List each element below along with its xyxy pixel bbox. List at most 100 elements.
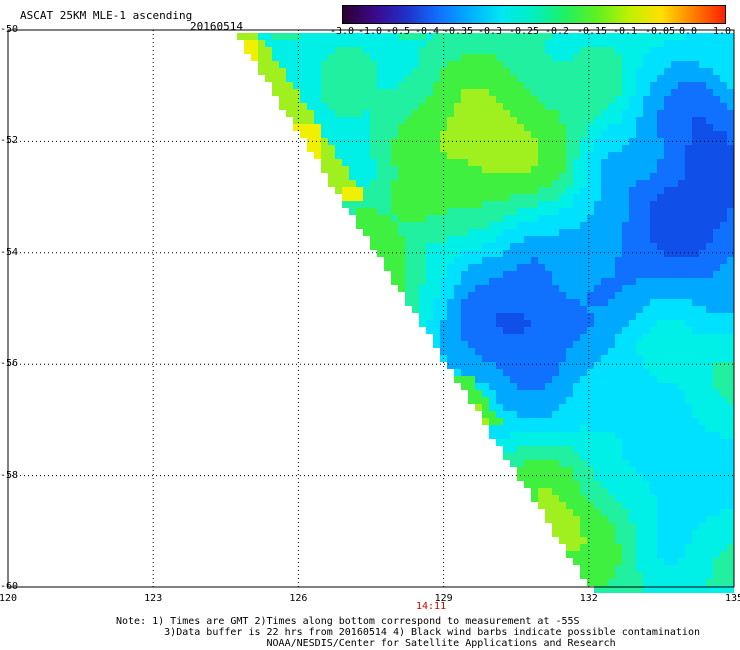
swath-cell xyxy=(615,537,622,544)
latitude-label: -52 xyxy=(0,135,19,147)
swath-cell xyxy=(706,124,713,131)
swath-cell xyxy=(503,264,510,271)
swath-cell xyxy=(636,75,643,82)
swath-cell xyxy=(615,68,622,75)
swath-cell xyxy=(692,271,699,278)
swath-cell xyxy=(475,68,482,75)
swath-cell xyxy=(377,89,384,96)
swath-cell xyxy=(349,208,356,215)
swath-cell xyxy=(713,432,720,439)
swath-cell xyxy=(545,166,552,173)
swath-cell xyxy=(531,397,538,404)
swath-cell xyxy=(517,96,524,103)
swath-cell xyxy=(342,33,349,40)
swath-cell xyxy=(454,124,461,131)
swath-cell xyxy=(713,383,720,390)
swath-cell xyxy=(643,194,650,201)
swath-cell xyxy=(545,299,552,306)
swath-cell xyxy=(496,292,503,299)
swath-cell xyxy=(615,565,622,572)
swath-cell xyxy=(356,131,363,138)
swath-cell xyxy=(496,264,503,271)
swath-cell xyxy=(545,432,552,439)
swath-cell xyxy=(608,579,615,586)
swath-cell xyxy=(580,61,587,68)
swath-cell xyxy=(468,306,475,313)
swath-cell xyxy=(643,40,650,47)
swath-cell xyxy=(720,572,727,579)
swath-cell xyxy=(468,341,475,348)
swath-cell xyxy=(559,383,566,390)
swath-cell xyxy=(552,523,559,530)
swath-cell xyxy=(615,432,622,439)
swath-cell xyxy=(580,432,587,439)
swath-cell xyxy=(601,33,608,40)
swath-cell xyxy=(370,187,377,194)
swath-cell xyxy=(573,54,580,61)
swath-cell xyxy=(678,383,685,390)
swath-cell xyxy=(713,271,720,278)
swath-cell xyxy=(622,439,629,446)
swath-cell xyxy=(720,82,727,89)
swath-cell xyxy=(580,96,587,103)
swath-cell xyxy=(608,509,615,516)
swath-cell xyxy=(328,47,335,54)
swath-cell xyxy=(650,439,657,446)
swath-cell xyxy=(384,250,391,257)
swath-cell xyxy=(510,250,517,257)
swath-cell xyxy=(552,516,559,523)
swath-cell xyxy=(699,271,706,278)
swath-cell xyxy=(699,474,706,481)
swath-cell xyxy=(559,131,566,138)
swath-cell xyxy=(657,523,664,530)
swath-cell xyxy=(720,453,727,460)
swath-cell xyxy=(538,334,545,341)
swath-cell xyxy=(706,572,713,579)
swath-cell xyxy=(349,152,356,159)
swath-cell xyxy=(335,131,342,138)
swath-cell xyxy=(601,103,608,110)
swath-cell xyxy=(657,145,664,152)
swath-cell xyxy=(566,299,573,306)
swath-cell xyxy=(587,390,594,397)
swath-cell xyxy=(559,502,566,509)
swath-cell xyxy=(531,446,538,453)
swath-cell xyxy=(531,250,538,257)
swath-cell xyxy=(482,362,489,369)
swath-cell xyxy=(650,40,657,47)
swath-cell xyxy=(524,348,531,355)
swath-cell xyxy=(475,348,482,355)
swath-cell xyxy=(622,544,629,551)
swath-cell xyxy=(685,201,692,208)
swath-cell xyxy=(643,124,650,131)
swath-cell xyxy=(440,117,447,124)
swath-cell xyxy=(510,285,517,292)
swath-cell xyxy=(482,306,489,313)
swath-cell xyxy=(608,313,615,320)
swath-cell xyxy=(664,33,671,40)
swath-cell xyxy=(419,306,426,313)
swath-cell xyxy=(370,131,377,138)
swath-cell xyxy=(482,152,489,159)
swath-cell xyxy=(692,411,699,418)
swath-cell xyxy=(580,453,587,460)
swath-cell xyxy=(391,250,398,257)
swath-cell xyxy=(426,89,433,96)
swath-cell xyxy=(482,292,489,299)
swath-cell xyxy=(552,173,559,180)
swath-cell xyxy=(286,82,293,89)
swath-cell xyxy=(713,33,720,40)
swath-cell xyxy=(650,432,657,439)
swath-cell xyxy=(342,194,349,201)
swath-cell xyxy=(594,355,601,362)
swath-cell xyxy=(461,96,468,103)
swath-cell xyxy=(356,215,363,222)
swath-cell xyxy=(664,89,671,96)
swath-cell xyxy=(650,47,657,54)
swath-data-cells xyxy=(237,33,734,593)
swath-cell xyxy=(636,313,643,320)
swath-cell xyxy=(510,243,517,250)
swath-cell xyxy=(566,397,573,404)
swath-cell xyxy=(657,96,664,103)
swath-cell xyxy=(545,110,552,117)
